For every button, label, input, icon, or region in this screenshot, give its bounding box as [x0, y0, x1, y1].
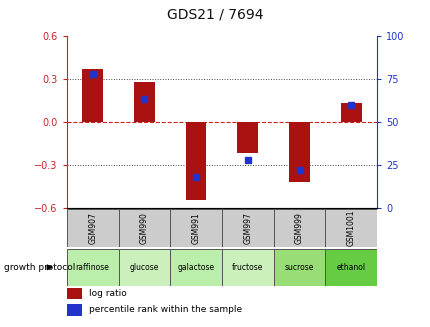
Bar [273, 249, 325, 286]
Bar [340, 103, 361, 122]
Bar [221, 249, 273, 286]
Bar [170, 209, 221, 247]
Text: GSM999: GSM999 [295, 212, 303, 244]
Text: GDS21 / 7694: GDS21 / 7694 [167, 8, 263, 22]
Text: sucrose: sucrose [284, 263, 313, 272]
Text: glucose: glucose [129, 263, 159, 272]
Bar [185, 122, 206, 200]
Bar [118, 249, 170, 286]
Bar [273, 209, 325, 247]
Text: GSM997: GSM997 [243, 212, 252, 244]
Bar [134, 82, 154, 122]
Bar [325, 249, 376, 286]
Bar [67, 304, 82, 316]
Text: ethanol: ethanol [336, 263, 365, 272]
Text: GSM907: GSM907 [88, 212, 97, 244]
Text: growth protocol: growth protocol [4, 263, 76, 272]
Text: GSM991: GSM991 [191, 212, 200, 244]
Text: galactose: galactose [177, 263, 214, 272]
Text: raffinose: raffinose [76, 263, 109, 272]
Bar [118, 209, 170, 247]
Bar [325, 209, 376, 247]
Text: log ratio: log ratio [88, 289, 126, 298]
Text: GSM1001: GSM1001 [346, 210, 355, 246]
Bar [221, 209, 273, 247]
Bar [67, 249, 118, 286]
Bar [67, 209, 118, 247]
Text: percentile rank within the sample: percentile rank within the sample [88, 305, 241, 314]
Bar [237, 122, 258, 153]
Bar [289, 122, 309, 182]
Bar [67, 288, 82, 299]
Text: GSM990: GSM990 [140, 212, 148, 244]
Bar [82, 69, 103, 122]
Text: fructose: fructose [232, 263, 263, 272]
Bar [170, 249, 221, 286]
